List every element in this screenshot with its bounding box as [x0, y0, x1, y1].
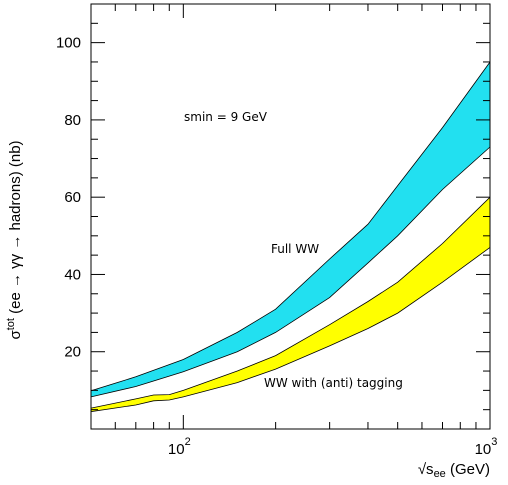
x-tick-base: 10 [475, 441, 492, 458]
x-tick-exp: 3 [491, 436, 497, 448]
x-axis-title: √see (GeV) [418, 461, 490, 480]
x-tick-base: 10 [168, 441, 185, 458]
y-tick-label: 40 [64, 266, 81, 283]
y-title-sigma: σ [7, 330, 24, 340]
y-tick-label: 20 [64, 344, 81, 361]
x-tick-label: 103 [475, 436, 498, 458]
annotation-smin: smin = 9 GeV [184, 110, 268, 124]
y-axis-title: σtot (ee → γγ → hadrons) (nb) [5, 140, 24, 339]
plot-area [90, 60, 491, 413]
svg-text:σtot (ee → γγ → hadrons) (nb): σtot (ee → γγ → hadrons) (nb) [5, 140, 24, 339]
y-title-rest: (ee → γγ → hadrons) (nb) [7, 140, 24, 318]
y-tick-label: 60 [64, 189, 81, 206]
annotation-tagging: WW with (anti) tagging [264, 376, 403, 390]
plot-frame [90, 3, 491, 430]
annotation-full-ww: Full WW [271, 242, 319, 256]
y-tick-label: 100 [56, 35, 81, 52]
y-tick-label: 80 [64, 112, 81, 129]
x-tick-label: 102 [168, 436, 191, 458]
y-title-sup: tot [5, 318, 17, 330]
x-tick-exp: 2 [185, 436, 191, 448]
